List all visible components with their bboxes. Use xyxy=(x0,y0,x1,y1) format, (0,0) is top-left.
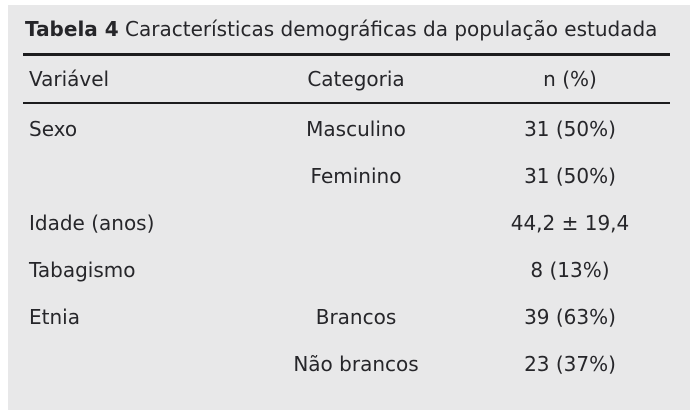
table-title: Tabela 4 Características demográficas da… xyxy=(25,16,657,43)
cell-category: Feminino xyxy=(310,163,402,188)
table-row: Sexo Masculino 31 (50%) xyxy=(23,105,670,152)
table-row: Não brancos 23 (37%) xyxy=(23,340,670,387)
cell-value: 39 (63%) xyxy=(524,304,616,329)
cell-value: 23 (37%) xyxy=(524,351,616,376)
cell-category: Masculino xyxy=(306,116,406,141)
table-body: Sexo Masculino 31 (50%) Feminino 31 (50%… xyxy=(23,105,670,387)
column-header-variavel: Variável xyxy=(29,67,110,91)
table-row: Idade (anos) 44,2 ± 19,4 xyxy=(23,199,670,246)
table-row: Tabagismo 8 (13%) xyxy=(23,246,670,293)
cell-variable: Idade (anos) xyxy=(29,210,155,235)
cell-category: Não brancos xyxy=(293,351,419,376)
title-rule xyxy=(23,53,670,56)
cell-variable: Tabagismo xyxy=(29,257,136,282)
table-number-label: Tabela 4 xyxy=(25,17,119,41)
cell-category: Brancos xyxy=(315,304,397,329)
table-caption: Características demográficas da populaçã… xyxy=(125,17,658,41)
table-row: Feminino 31 (50%) xyxy=(23,152,670,199)
cell-value: 31 (50%) xyxy=(524,163,616,188)
cell-value: 44,2 ± 19,4 xyxy=(510,210,630,235)
table-row: Etnia Brancos 39 (63%) xyxy=(23,293,670,340)
cell-variable: Etnia xyxy=(29,304,80,329)
cell-value: 31 (50%) xyxy=(524,116,616,141)
header-rule xyxy=(23,102,670,104)
column-header-n-pct: n (%) xyxy=(543,67,597,91)
table-panel: Tabela 4 Características demográficas da… xyxy=(8,5,690,410)
cell-variable: Sexo xyxy=(29,116,78,141)
header-row: Variável Categoria n (%) xyxy=(23,56,670,102)
cell-value: 8 (13%) xyxy=(530,257,610,282)
column-header-categoria: Categoria xyxy=(307,67,405,91)
